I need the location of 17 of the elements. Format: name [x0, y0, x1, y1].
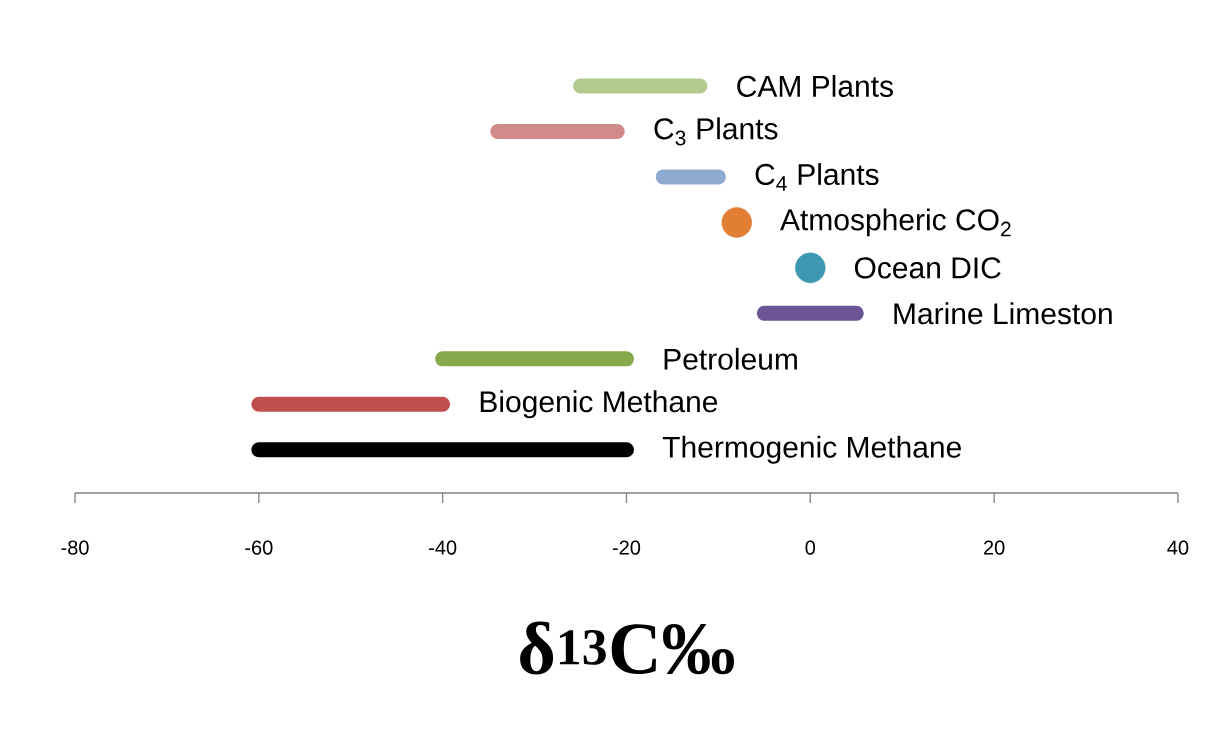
x-tick-label: -20 [612, 540, 641, 555]
x-tick-label: 40 [1167, 540, 1189, 555]
y-tick-label: Atmospheric CO$_{2}$ [780, 208, 1011, 237]
x-tick-label: -60 [245, 540, 273, 555]
y-tick-label: Biogenic Methane [480, 390, 718, 419]
x-tick-label: -80 [61, 540, 89, 555]
y-tick-label: C$_{4}$ Plants [755, 163, 879, 191]
y-tick-label: C$_{3}$ Plants [654, 117, 778, 146]
y-tick-label: Petroleum [664, 347, 797, 370]
x-tick-label: -40 [429, 540, 457, 555]
x-axis-title: δ$^{13}$C‰ [520, 621, 734, 675]
y-tick-label: CAM Plants [737, 74, 893, 97]
y-tick-label: Ocean DIC [854, 257, 1001, 279]
x-tick-label: 20 [983, 540, 1005, 555]
y-tick-label: Thermogenic Methane [662, 435, 961, 464]
x-tick-label: 0 [805, 540, 816, 555]
y-tick-label: Marine Limeston [894, 302, 1112, 325]
